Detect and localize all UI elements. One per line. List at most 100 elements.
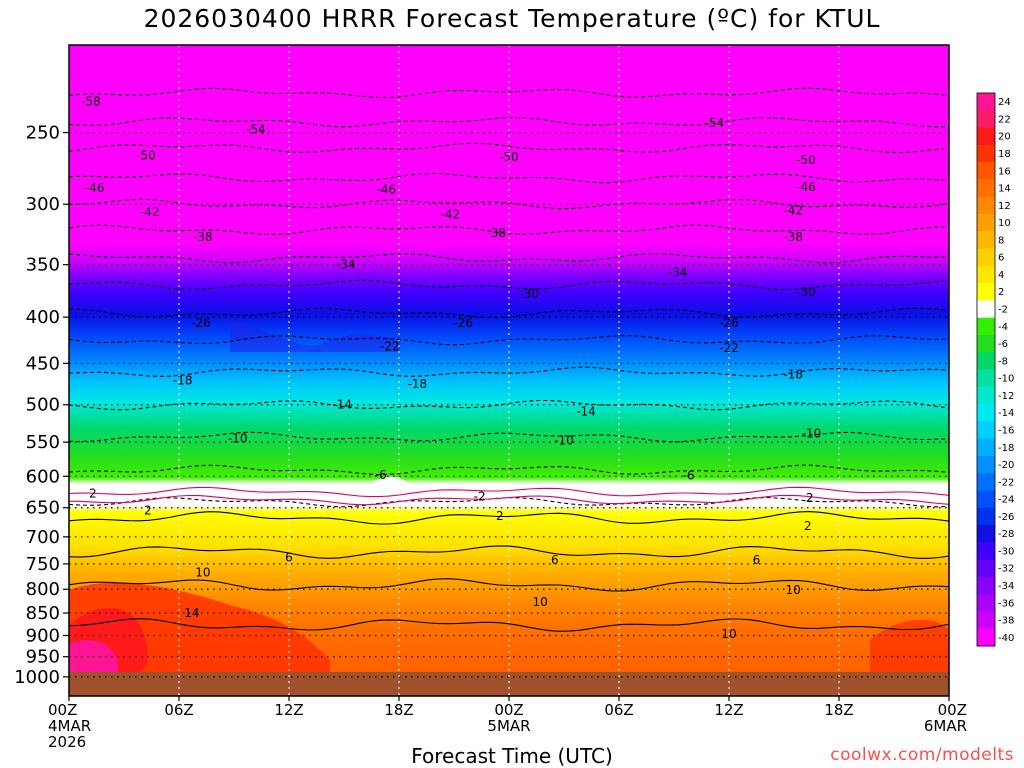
colorbar-frame <box>976 92 996 647</box>
contour-label: 2 <box>804 519 812 533</box>
colorbar-label: -30 <box>998 546 1014 557</box>
contour-label: -42 <box>140 205 160 219</box>
contour-label: -50 <box>796 153 816 167</box>
x-tick-label: 5MAR <box>487 717 530 735</box>
isotherm-dashed <box>69 431 949 443</box>
isotherm-dashed <box>69 464 949 476</box>
contour-label: -50 <box>136 148 156 162</box>
colorbar-label: 18 <box>998 149 1011 160</box>
contour-label: -2 <box>474 490 486 504</box>
colorbar-swatch <box>977 231 995 250</box>
colorbar-label: -40 <box>998 633 1014 644</box>
x-tick-label: 2026 <box>48 733 86 751</box>
isotherm-solid <box>69 618 949 632</box>
isotherm-solid <box>69 545 949 559</box>
colorbar-swatch <box>977 248 995 267</box>
x-tick-label: 18Z <box>384 701 413 719</box>
contour-lines <box>69 87 949 632</box>
y-tick-label: 950 <box>26 647 60 668</box>
isotherm-dashed <box>69 335 949 346</box>
y-tick-label: 650 <box>26 498 60 519</box>
contour-label: 2 <box>496 509 504 523</box>
isotherm-dashed <box>69 87 949 99</box>
colorbar-label: 24 <box>998 97 1011 108</box>
colorbar-label: -18 <box>998 443 1014 454</box>
y-tick-label: 300 <box>26 194 60 215</box>
y-axis: 2503003504004505005506006507007508008509… <box>14 123 69 688</box>
contour-label: -38 <box>486 226 506 240</box>
colorbar-label: -22 <box>998 477 1014 488</box>
isotherm-dashed <box>69 142 949 154</box>
contour-label: -46 <box>85 181 105 195</box>
isotherm-dashed <box>69 172 949 184</box>
y-tick-label: 850 <box>26 603 60 624</box>
colorbar-label: -6 <box>998 339 1008 350</box>
x-tick-label: 6MAR <box>924 717 967 735</box>
contour-label: -38 <box>783 230 803 244</box>
hot-spot-950mb <box>69 640 118 672</box>
contour-label: -18 <box>408 377 428 391</box>
contour-label: -50 <box>499 150 519 164</box>
colorbar-label: 2 <box>998 287 1004 298</box>
contour-label: -58 <box>81 95 101 109</box>
colorbar-label: -32 <box>998 564 1014 575</box>
colorbar-swatch <box>977 507 995 526</box>
isotherm-dashed <box>69 366 949 377</box>
colorbar-swatch <box>977 162 995 180</box>
colorbar-label: 22 <box>998 114 1011 125</box>
contour-label: 2 <box>144 504 152 518</box>
colorbar-swatch <box>977 386 995 405</box>
colorbar-swatch <box>977 213 995 232</box>
isotherm-dashed <box>69 253 949 264</box>
colorbar-swatch <box>977 455 995 474</box>
colorbar-swatch <box>977 559 995 578</box>
isotherm-dashed <box>69 399 949 411</box>
contour-label: -6 <box>375 468 387 482</box>
grid <box>69 45 949 696</box>
contour-label: 2 <box>89 487 97 501</box>
x-tick-label: 4MAR <box>48 717 91 735</box>
isotherm-dashed <box>69 224 949 236</box>
contour-label: -18 <box>173 373 193 387</box>
contour-label: -26 <box>719 316 739 330</box>
colorbar-swatch <box>977 576 995 595</box>
colorbar-label: -24 <box>998 495 1014 506</box>
contour-label: -26 <box>191 316 211 330</box>
colorbar-label: 14 <box>998 184 1011 195</box>
contour-label: -10 <box>228 432 248 446</box>
colorbar-swatch <box>977 369 995 388</box>
cold-dip-400mb <box>230 320 400 352</box>
colorbar-label: 12 <box>998 201 1011 212</box>
y-tick-label: 600 <box>26 466 60 487</box>
contour-label: -30 <box>796 285 816 299</box>
x-tick-label: 00Z <box>938 701 967 719</box>
colorbar-swatch <box>977 525 995 543</box>
colorbar-label: -16 <box>998 425 1014 436</box>
y-tick-label: 450 <box>26 353 60 374</box>
contour-label: -22 <box>719 341 739 355</box>
contour-label: 6 <box>551 553 559 567</box>
x-tick-label: 06Z <box>164 701 193 719</box>
colorbar-label: 8 <box>998 235 1004 246</box>
x-axis-title: Forecast Time (UTC) <box>411 744 613 768</box>
freezing-line <box>69 486 949 498</box>
contour-label: 10 <box>195 566 210 580</box>
credit-text[interactable]: coolwx.com/modelts <box>830 745 1014 765</box>
colorbar-swatch <box>977 352 995 370</box>
colorbar-label: -12 <box>998 391 1014 402</box>
colorbar-label: -4 <box>998 322 1008 333</box>
y-tick-label: 550 <box>26 432 60 453</box>
colorbar-label: -10 <box>998 374 1014 385</box>
colorbar-swatch <box>977 283 995 301</box>
contour-label: 10 <box>786 583 801 597</box>
colorbar-swatch <box>977 542 995 561</box>
contour-label: -10 <box>802 426 822 440</box>
contour-label: -26 <box>453 316 473 330</box>
y-tick-label: 1000 <box>14 667 60 688</box>
colorbar-label: 6 <box>998 253 1004 264</box>
colorbar-label: 4 <box>998 270 1004 281</box>
y-tick-label: 750 <box>26 554 60 575</box>
contour-label: -46 <box>796 180 816 194</box>
